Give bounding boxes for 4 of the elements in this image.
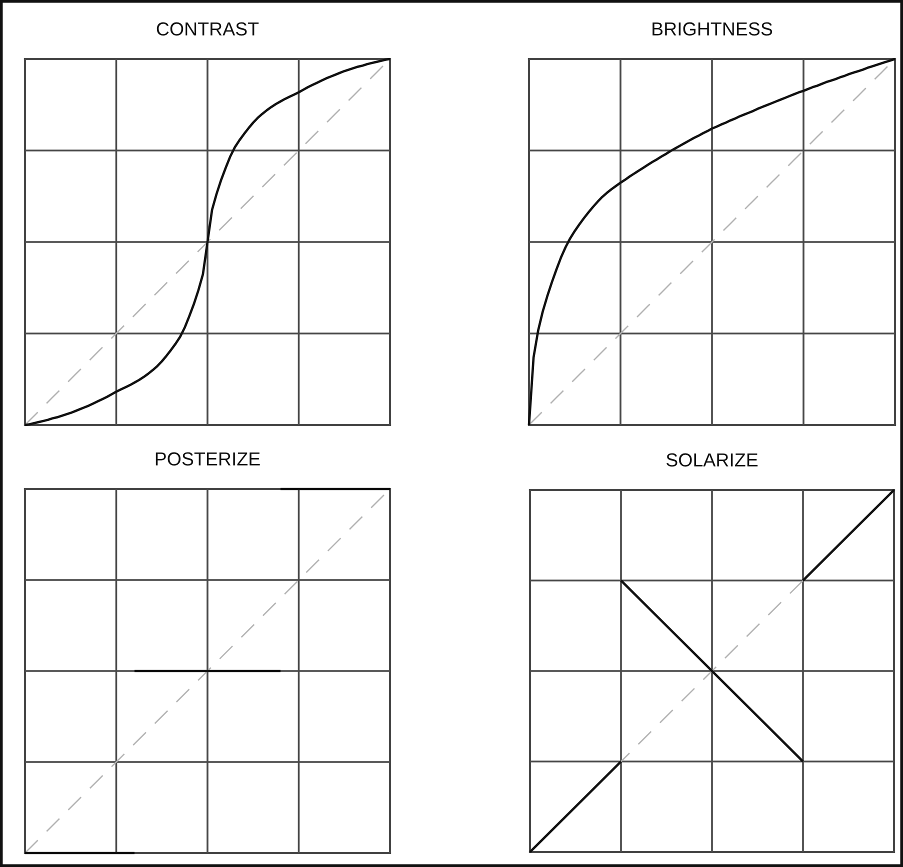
chart-title: POSTERIZE — [156, 452, 260, 466]
chart-title: CONTRAST — [156, 22, 259, 36]
chart-title: BRIGHTNESS — [652, 22, 772, 36]
chart-title: SOLARIZE — [666, 453, 758, 467]
